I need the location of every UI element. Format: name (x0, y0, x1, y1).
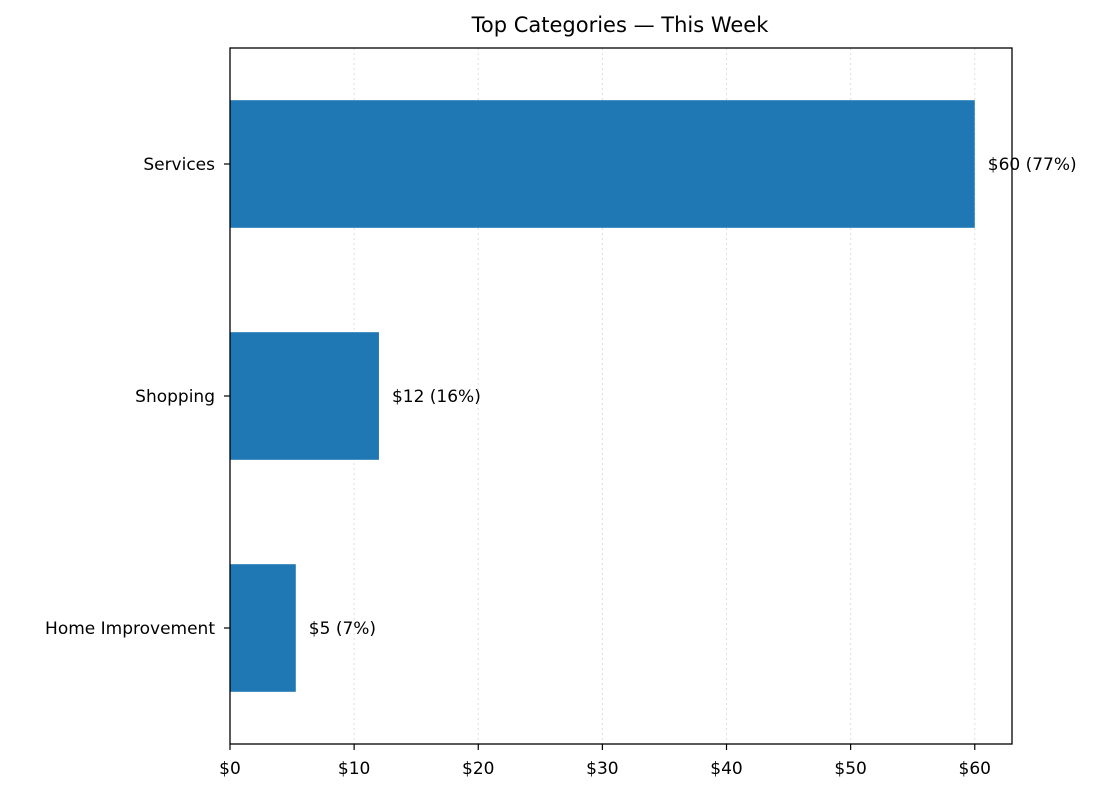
bars (230, 100, 975, 692)
y-tick-label: Shopping (135, 387, 215, 407)
bar-value-label: $5 (7%) (309, 619, 376, 639)
bar-value-label: $60 (77%) (988, 155, 1077, 175)
bar (230, 100, 975, 228)
chart-title: Top Categories — This Week (471, 13, 770, 37)
bar-value-label: $12 (16%) (392, 387, 481, 407)
x-tick-label: $50 (834, 759, 866, 779)
y-axis: Services Shopping Home Improvement (45, 155, 230, 639)
bar (230, 564, 296, 692)
plot-frame (229, 47, 1013, 745)
x-tick-label: $20 (462, 759, 494, 779)
x-tick-label: $60 (959, 759, 991, 779)
x-tick-label: $40 (710, 759, 742, 779)
x-tick-label: $10 (338, 759, 370, 779)
x-tick-label: $0 (219, 759, 241, 779)
bar (230, 332, 379, 460)
y-tick-label: Services (143, 155, 215, 175)
x-axis: $0 $10 $20 $30 $40 $50 $60 (219, 744, 991, 779)
x-tick-label: $30 (586, 759, 618, 779)
y-tick-label: Home Improvement (45, 619, 215, 639)
value-labels: $60 (77%) $12 (16%) $5 (7%) (309, 155, 1077, 639)
